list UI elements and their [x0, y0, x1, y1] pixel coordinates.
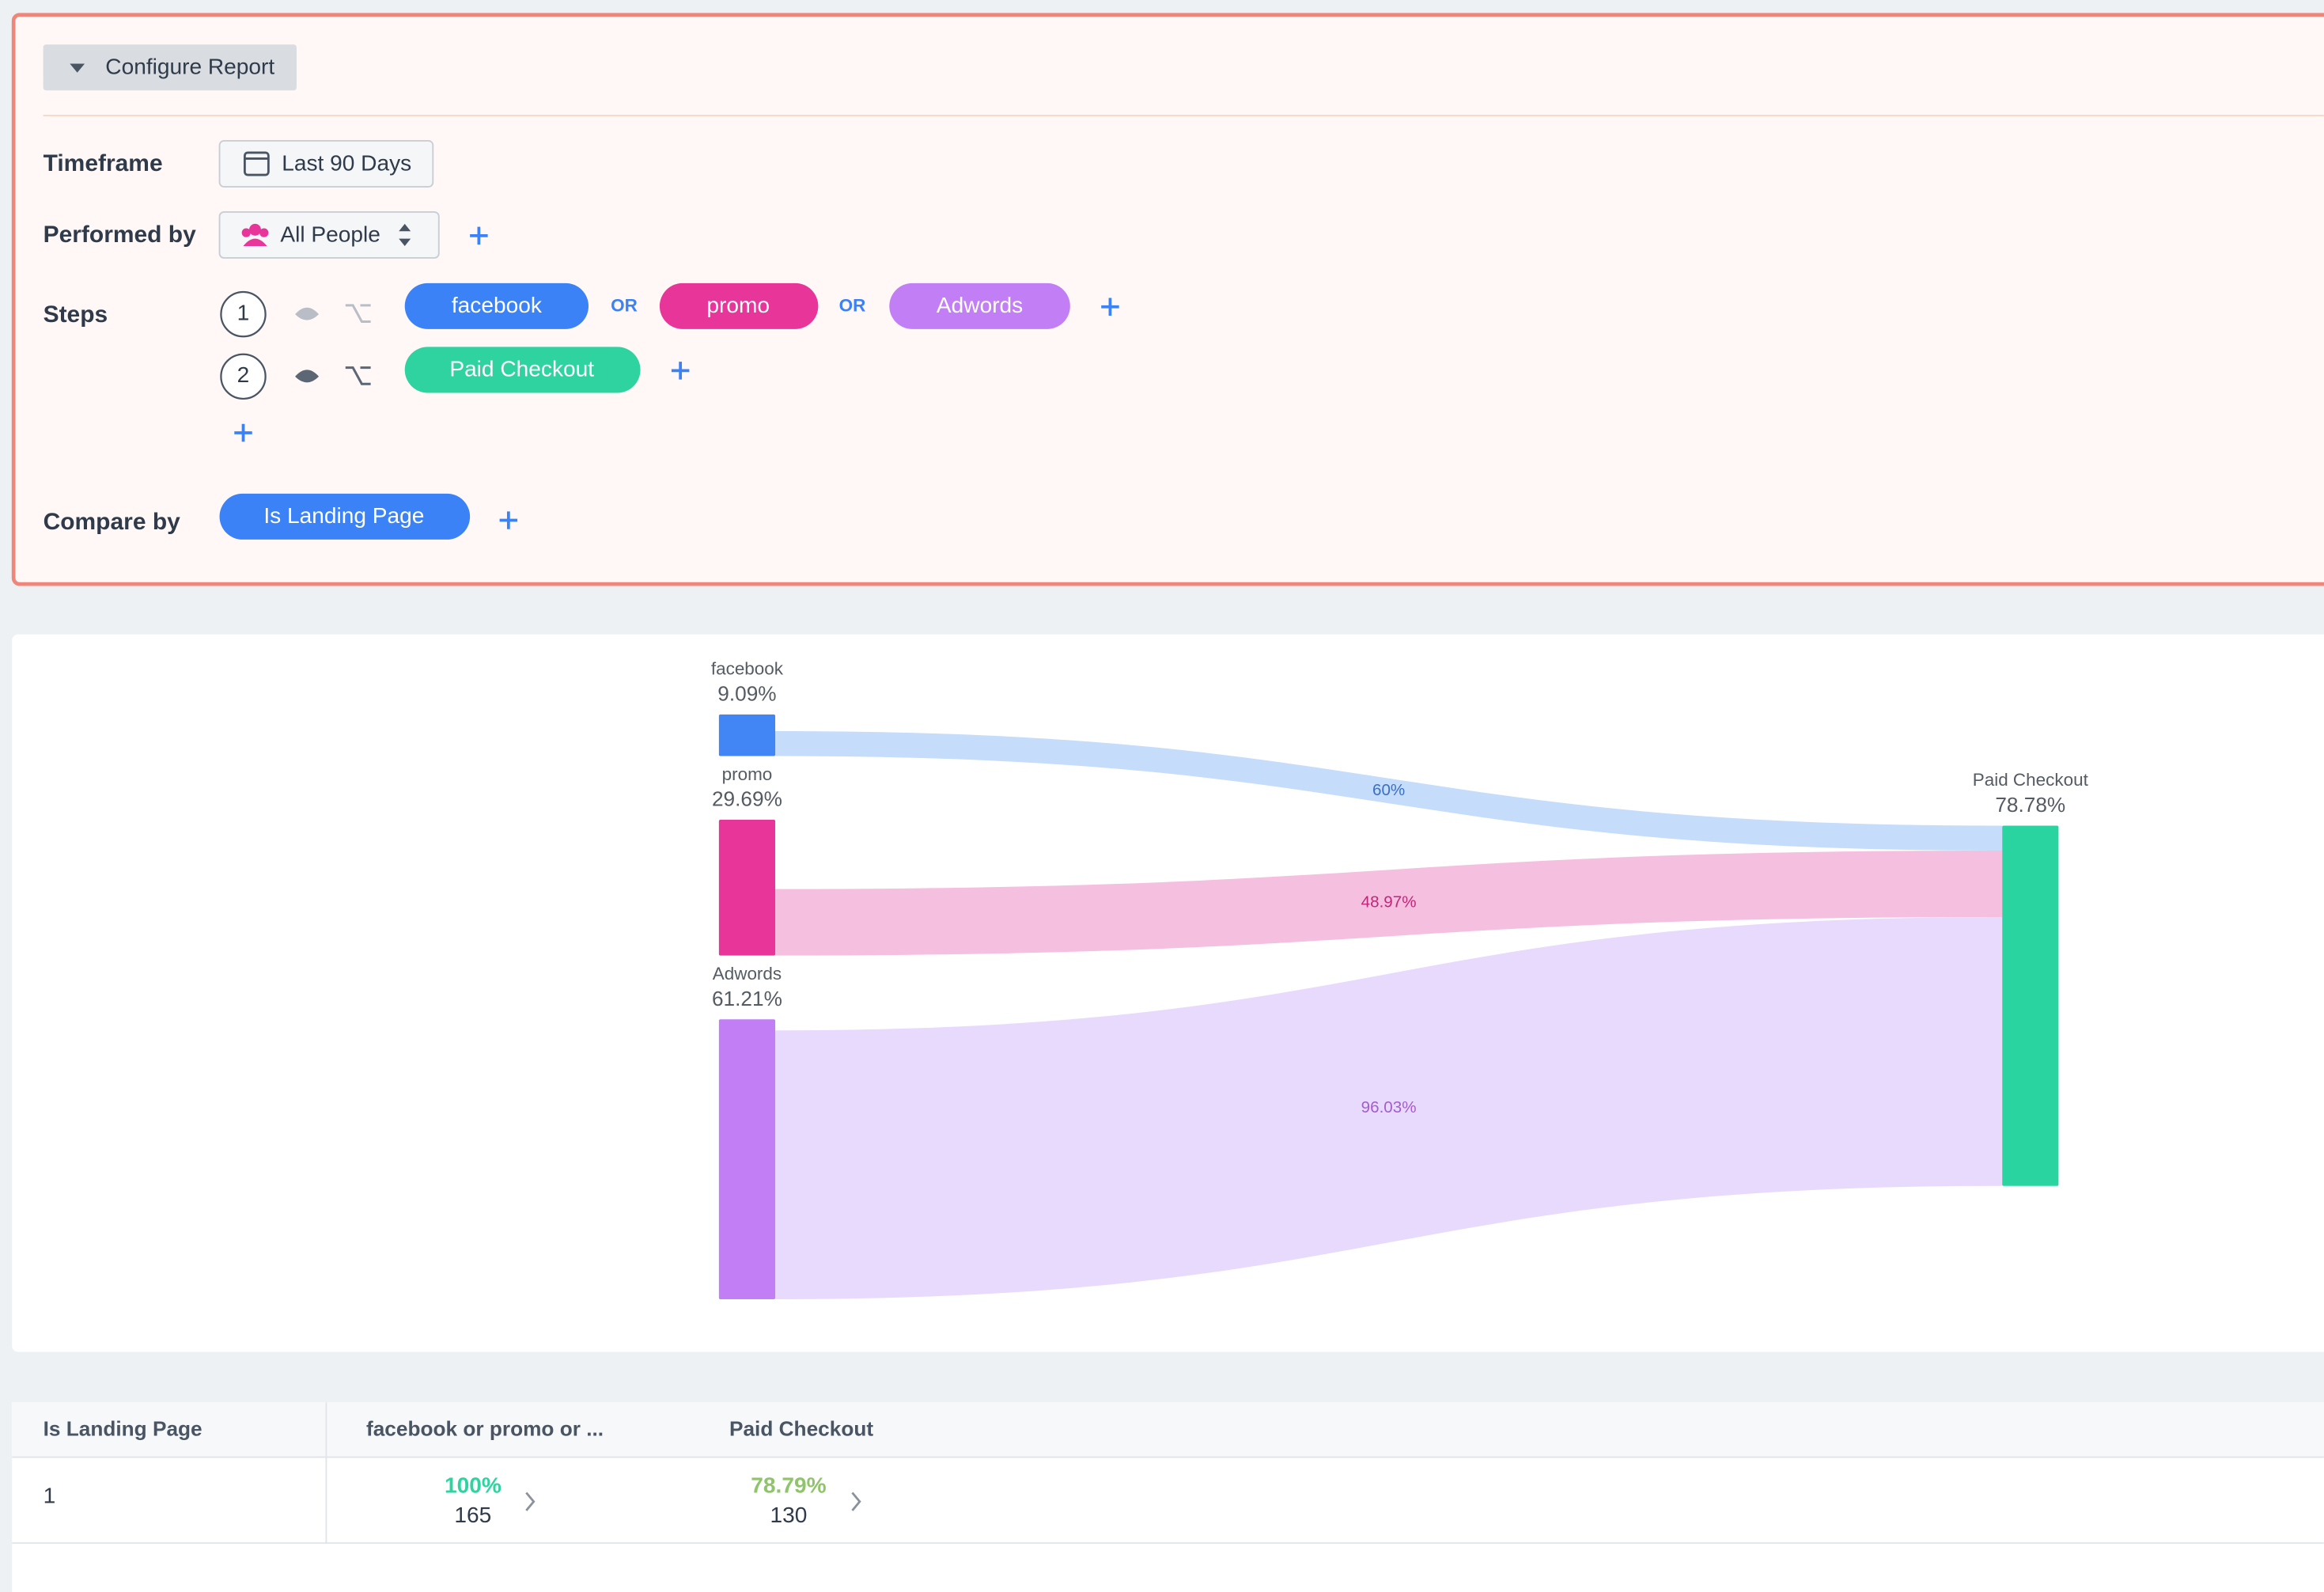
- button-label: All People: [280, 222, 380, 246]
- people-icon: [243, 238, 267, 246]
- pill-label: Adwords: [937, 293, 1023, 317]
- select-arrows: [399, 223, 411, 246]
- node-value: 9.09%: [717, 682, 776, 706]
- chevron[interactable]: [525, 1492, 536, 1511]
- field-label: Steps: [44, 301, 108, 328]
- button-label: Last 90 Days: [282, 150, 411, 175]
- step-number-label: 1: [237, 301, 250, 325]
- sankey-link: [775, 850, 2003, 956]
- sankey-link: [775, 730, 2003, 851]
- add-button[interactable]: [1101, 298, 1119, 317]
- add-button[interactable]: [470, 226, 488, 245]
- pill-label: Paid Checkout: [449, 357, 594, 381]
- step-number-label: 2: [237, 362, 250, 387]
- cell-percent: 78.79%: [751, 1473, 826, 1497]
- cell-percent: 100%: [445, 1473, 502, 1497]
- chevron[interactable]: [851, 1492, 861, 1511]
- cell-count: 165: [454, 1503, 491, 1527]
- row-label: 1: [44, 1484, 56, 1508]
- step-number: [220, 353, 267, 400]
- people-button[interactable]: All People: [218, 210, 440, 259]
- calendar-icon: [243, 151, 270, 176]
- cell-count: 130: [770, 1503, 807, 1527]
- event-pill[interactable]: [889, 282, 1070, 329]
- button[interactable]: [218, 210, 440, 259]
- branch-icon[interactable]: [345, 304, 371, 324]
- step-number: [220, 290, 267, 338]
- caret-icon: [70, 63, 85, 73]
- sankey-node: [718, 1019, 776, 1299]
- people-icon: [241, 228, 251, 237]
- toggle-label: Configure Report: [105, 55, 274, 79]
- pill-label: promo: [706, 293, 770, 317]
- column-header: facebook or promo or ...: [366, 1417, 604, 1441]
- node-value: 78.78%: [1995, 793, 2065, 817]
- node-name: facebook: [711, 659, 784, 679]
- column-header: Paid Checkout: [729, 1417, 873, 1441]
- sankey-node: [718, 714, 776, 756]
- sankey-node: [718, 820, 776, 956]
- or-label: OR: [611, 296, 638, 316]
- add-button[interactable]: [499, 511, 518, 529]
- config-panel: [11, 13, 2324, 586]
- sankey-node: [2002, 825, 2059, 1186]
- node-name: Paid Checkout: [1973, 770, 2089, 790]
- sankey-link: [775, 917, 2003, 1299]
- table-header: [12, 1402, 2324, 1457]
- link-label: 96.03%: [1361, 1098, 1417, 1116]
- node-name: Adwords: [713, 964, 782, 984]
- or-label: OR: [839, 296, 866, 316]
- link-label: 60%: [1372, 781, 1405, 799]
- field-label: Performed by: [44, 222, 197, 248]
- compare-pill[interactable]: [219, 493, 471, 540]
- branch-icon[interactable]: [345, 366, 371, 385]
- node-value: 29.69%: [712, 787, 782, 811]
- pill-label: Is Landing Page: [263, 503, 424, 528]
- node-name: promo: [722, 764, 773, 784]
- pill-label: facebook: [452, 293, 543, 317]
- node-value: 61.21%: [712, 987, 782, 1010]
- people-icon: [259, 228, 269, 237]
- people-icon: [249, 223, 261, 236]
- event-pill[interactable]: [659, 282, 819, 329]
- eye-icon[interactable]: [295, 307, 320, 320]
- event-pill[interactable]: [404, 347, 641, 393]
- sankey-chart: 60% 48.97% 96.03% facebook 9.09% promo 29.69% A…: [711, 659, 2089, 1299]
- button[interactable]: [218, 140, 434, 188]
- field-label: Compare by: [44, 509, 181, 535]
- toggle-button[interactable]: [43, 44, 297, 91]
- link-label: 48.97%: [1361, 893, 1417, 912]
- add-button[interactable]: [671, 362, 690, 380]
- field-label: Timeframe: [44, 150, 163, 176]
- add-step-button[interactable]: [234, 423, 252, 442]
- configure-toggle[interactable]: Configure Report: [43, 44, 297, 91]
- column-header: Is Landing Page: [44, 1417, 202, 1441]
- eye-icon[interactable]: [295, 370, 320, 383]
- timeframe-button[interactable]: Last 90 Days: [218, 140, 434, 188]
- event-pill[interactable]: [404, 282, 589, 329]
